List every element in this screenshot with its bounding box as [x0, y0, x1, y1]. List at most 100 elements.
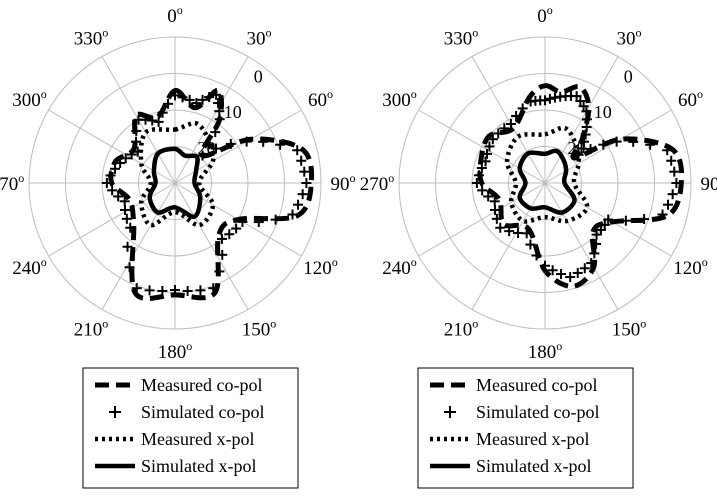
grid-spoke-210 [101, 182, 176, 310]
series-point-simulated-co-pol [575, 96, 586, 107]
series-point-simulated-co-pol [490, 204, 501, 215]
series-point-simulated-co-pol [211, 89, 222, 100]
angle-tick-label: 120o [673, 255, 708, 279]
series-point-simulated-co-pol [299, 166, 310, 177]
angle-tick-label: 180o [158, 339, 193, 363]
legend-entry: Simulated co-pol [141, 402, 264, 422]
series-point-simulated-co-pol [197, 150, 208, 161]
series-point-simulated-co-pol [163, 98, 174, 109]
series-point-simulated-co-pol [144, 285, 155, 296]
grid-spoke-240 [48, 182, 176, 257]
series-point-simulated-co-pol [224, 229, 235, 240]
grid-spoke-210 [471, 182, 546, 310]
series-point-simulated-co-pol [170, 90, 180, 101]
series-point-simulated-co-pol [544, 93, 555, 104]
angle-tick-label: 120o [303, 255, 338, 279]
grid-spoke-240 [418, 182, 546, 257]
radial-tick-label: 10 [594, 102, 612, 122]
series-point-simulated-co-pol [476, 163, 487, 174]
series-point-simulated-co-pol [603, 214, 614, 225]
series-point-simulated-co-pol [505, 118, 516, 129]
series-point-simulated-co-pol [126, 149, 137, 160]
series-point-simulated-co-pol [231, 223, 242, 234]
series-line-measured-x-pol [504, 125, 590, 224]
series-point-simulated-co-pol [473, 170, 484, 181]
series-point-simulated-co-pol [662, 145, 673, 156]
series-point-simulated-co-pol [107, 185, 118, 196]
series-point-simulated-co-pol [525, 239, 536, 250]
radial-tick-label: 0 [254, 67, 263, 87]
series-point-simulated-co-pol [253, 217, 264, 228]
series-point-simulated-co-pol [585, 144, 596, 155]
series-point-simulated-co-pol [572, 267, 583, 278]
series-point-simulated-co-pol [287, 209, 298, 220]
series-point-simulated-co-pol [578, 136, 589, 147]
angle-tick-label: 240o [12, 255, 47, 279]
angle-tick-label: 240o [382, 255, 417, 279]
series-point-simulated-co-pol [120, 153, 131, 164]
series-point-simulated-co-pol [578, 101, 589, 112]
series-line-simulated-x-pol [517, 148, 577, 215]
legend-entry: Measured x-pol [141, 429, 254, 449]
series-point-simulated-co-pol [177, 92, 188, 103]
series-point-simulated-co-pol [491, 213, 502, 224]
angle-tick-label: 180o [528, 339, 563, 363]
series-point-simulated-co-pol [119, 196, 130, 207]
angle-tick-label: 90o [331, 171, 356, 195]
angle-tick-label: 30o [617, 26, 642, 50]
grid-spoke-330 [471, 56, 546, 184]
series-point-simulated-co-pol [565, 272, 576, 283]
series-point-simulated-co-pol [216, 233, 227, 244]
legend-entry: Simulated x-pol [141, 456, 257, 476]
polar-plot-left: 0o 30o 60o 90o 120o 150o 180o 210o 240o 270o 300o 3… [0, 3, 356, 363]
series-point-simulated-co-pol [170, 285, 180, 296]
series-point-simulated-co-pol [667, 189, 678, 200]
series-point-simulated-co-pol [663, 199, 674, 210]
series-point-simulated-co-pol [101, 178, 112, 188]
series-point-simulated-co-pol [204, 92, 215, 103]
series-point-simulated-co-pol [531, 250, 542, 261]
series-point-simulated-co-pol [237, 216, 248, 227]
angle-tick-label: 270o [0, 171, 24, 195]
series-point-simulated-co-pol [105, 170, 116, 181]
series-point-simulated-co-pol [471, 178, 482, 188]
series-point-simulated-co-pol [521, 228, 532, 239]
series-point-simulated-co-pol [484, 141, 495, 152]
series-point-simulated-co-pol [217, 249, 228, 260]
series-point-simulated-co-pol [645, 139, 656, 150]
series-point-simulated-co-pol [211, 143, 222, 154]
series-point-simulated-co-pol [225, 138, 236, 149]
series-point-simulated-co-pol [579, 263, 590, 274]
series-point-simulated-co-pol [131, 136, 142, 147]
series-point-simulated-co-pol [556, 269, 567, 280]
series-point-simulated-co-pol [122, 241, 133, 252]
radial-tick-label: 0 [624, 67, 633, 87]
legend-left: Measured co-pol Simulated co-pol Measured … [82, 367, 299, 489]
angle-tick-label: 210o [444, 316, 479, 340]
series-point-simulated-co-pol [495, 222, 506, 233]
series-point-simulated-co-pol [657, 209, 668, 220]
legend-entry: Simulated co-pol [476, 402, 599, 422]
series-point-simulated-co-pol [482, 148, 493, 159]
series-point-simulated-co-pol [210, 127, 221, 138]
series-point-simulated-co-pol [639, 214, 650, 225]
legend-right: Measured co-pol Simulated co-pol Measured … [417, 367, 634, 489]
angle-tick-label: 150o [612, 316, 647, 340]
angle-tick-label: 270o [360, 171, 395, 195]
series-point-simulated-co-pol [540, 260, 550, 271]
series-point-simulated-co-pol [669, 166, 680, 177]
legend-entry: Measured x-pol [476, 429, 589, 449]
series-point-simulated-co-pol [113, 191, 124, 202]
series-point-simulated-co-pol [296, 155, 307, 166]
series-point-simulated-co-pol [591, 229, 602, 240]
series-point-simulated-co-pol [297, 189, 308, 200]
angle-tick-label: 0o [167, 3, 183, 27]
grid-spoke-30 [544, 56, 619, 184]
series-point-simulated-co-pol [121, 213, 132, 224]
series-point-simulated-co-pol [576, 143, 587, 154]
series-point-simulated-co-pol [666, 155, 677, 166]
series-point-simulated-co-pol [599, 219, 610, 230]
series-point-simulated-co-pol [182, 285, 193, 296]
angle-tick-label: 300o [12, 87, 47, 111]
